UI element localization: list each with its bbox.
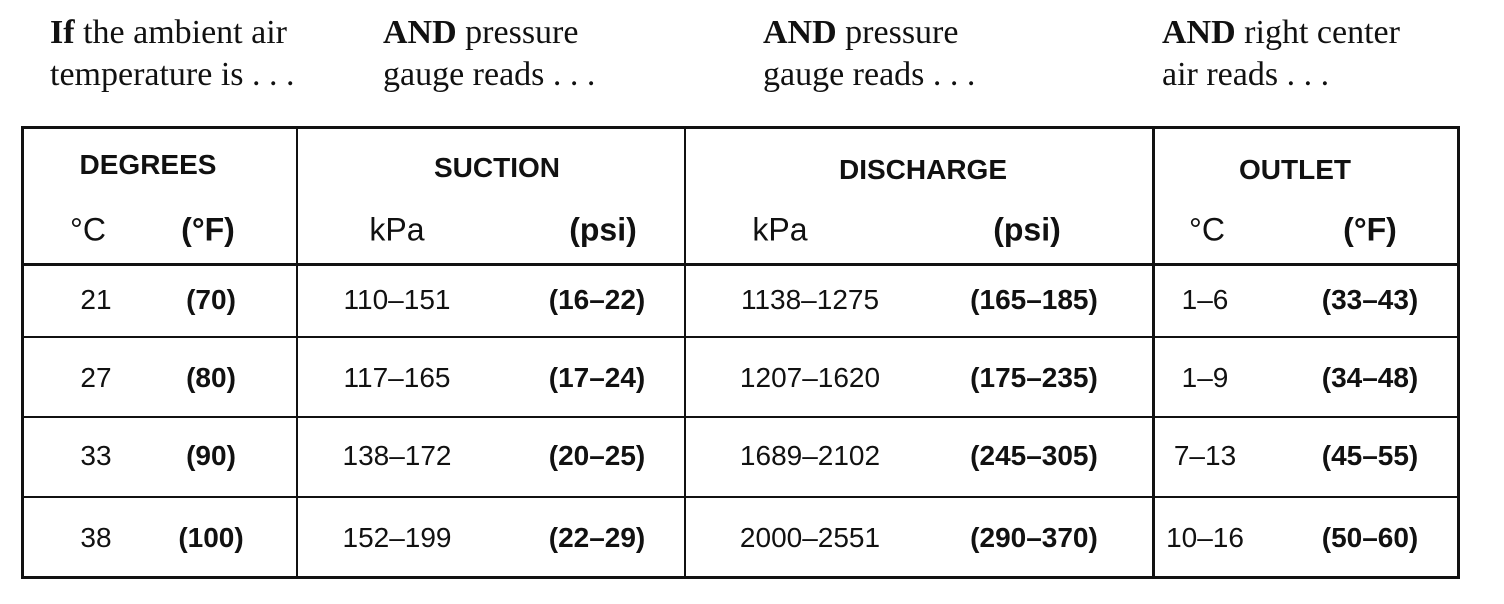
table-cell: (20–25)	[548, 440, 646, 471]
unit-header: (psi)	[569, 211, 637, 248]
intro-line: gauge reads . . .	[383, 56, 596, 93]
table-cell: (165–185)	[970, 284, 1098, 315]
intro-line: AND pressure	[383, 12, 595, 54]
row-rule	[21, 416, 1460, 418]
intro-line: AND pressure	[763, 12, 975, 54]
group-header: SUCTION	[434, 152, 560, 183]
intro-line: If the ambient air	[50, 12, 295, 54]
intro-text: pressure	[465, 14, 579, 51]
intro-line: air reads . . .	[1162, 56, 1330, 93]
intro-bold: AND	[383, 14, 457, 51]
intro-text: pressure	[845, 14, 959, 51]
table-cell: (22–29)	[548, 522, 646, 553]
row-rule	[21, 336, 1460, 338]
intro-text: the ambient air	[83, 14, 287, 51]
table-border	[21, 126, 1460, 129]
intro-bold: If	[50, 14, 75, 51]
table-cell: 21	[80, 284, 112, 315]
table-cell: 1207–1620	[739, 362, 881, 393]
row-rule	[21, 496, 1460, 498]
table-cell: (290–370)	[970, 522, 1098, 553]
column-intro: If the ambient air temperature is . . .	[50, 12, 295, 96]
table-cell: 1–6	[1181, 284, 1229, 315]
intro-text: right center	[1244, 14, 1400, 51]
row-rule	[21, 263, 1460, 266]
table-cell: (34–48)	[1321, 362, 1419, 393]
table-cell: 1–9	[1181, 362, 1229, 393]
unit-header: kPa	[752, 211, 808, 248]
table-cell: 152–199	[342, 522, 452, 553]
table-cell: 138–172	[342, 440, 452, 471]
group-header: DISCHARGE	[838, 154, 1008, 185]
group-header: OUTLET	[1239, 154, 1351, 185]
column-rule	[1152, 126, 1155, 579]
table-cell: 27	[80, 362, 112, 393]
table-border	[21, 576, 1460, 579]
table-cell: (175–235)	[970, 362, 1098, 393]
table-cell: (100)	[178, 522, 244, 553]
table-cell: (70)	[186, 284, 236, 315]
table-cell: 7–13	[1173, 440, 1237, 471]
table-cell: (245–305)	[970, 440, 1098, 471]
column-rule	[296, 126, 298, 579]
table-border	[1457, 126, 1460, 579]
unit-header: (°F)	[1343, 211, 1397, 248]
table-cell: 38	[80, 522, 112, 553]
intro-bold: AND	[1162, 14, 1236, 51]
group-header: DEGREES	[79, 149, 217, 180]
table-cell: 33	[80, 440, 112, 471]
table-cell: (90)	[186, 440, 236, 471]
table-cell: 117–165	[343, 362, 451, 393]
unit-header: (°F)	[181, 211, 235, 248]
table-cell: (33–43)	[1321, 284, 1419, 315]
table-cell: (50–60)	[1321, 522, 1419, 553]
table-cell: 2000–2551	[739, 522, 881, 553]
column-rule	[684, 126, 686, 579]
table-cell: 110–151	[343, 284, 451, 315]
unit-header: °C	[70, 211, 106, 248]
intro-line: gauge reads . . .	[763, 56, 976, 93]
column-intro: AND right center air reads . . .	[1162, 12, 1400, 96]
table-cell: 1689–2102	[739, 440, 881, 471]
column-intro: AND pressure gauge reads . . .	[763, 12, 975, 96]
table-cell: (45–55)	[1321, 440, 1419, 471]
unit-header: (psi)	[993, 211, 1061, 248]
table-cell: (80)	[186, 362, 236, 393]
table-border	[21, 126, 24, 579]
intro-line: AND right center	[1162, 12, 1400, 54]
table-cell: 1138–1275	[740, 284, 880, 315]
table-cell: (17–24)	[548, 362, 646, 393]
unit-header: kPa	[369, 211, 425, 248]
intro-bold: AND	[763, 14, 837, 51]
table-cell: (16–22)	[548, 284, 646, 315]
table-cell: 10–16	[1166, 522, 1244, 553]
intro-line: temperature is . . .	[50, 56, 295, 93]
column-intro: AND pressure gauge reads . . .	[383, 12, 595, 96]
unit-header: °C	[1189, 211, 1225, 248]
